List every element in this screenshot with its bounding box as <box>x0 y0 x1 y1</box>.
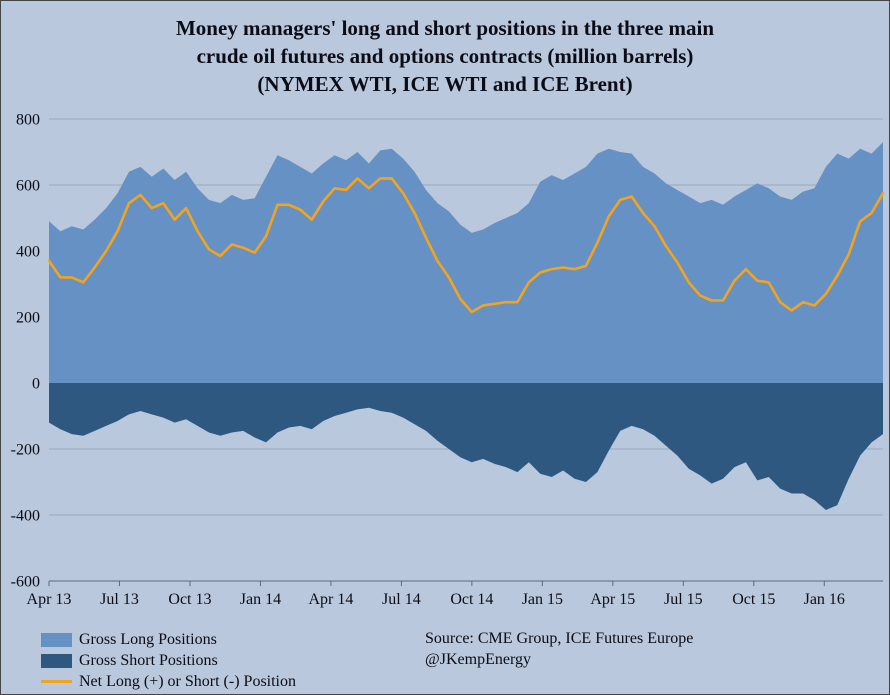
source-line1: Source: CME Group, ICE Futures Europe <box>425 630 694 647</box>
x-tick-label: Oct 15 <box>732 591 775 608</box>
x-tick-label: Oct 14 <box>450 591 493 608</box>
x-tick-label: Jan 14 <box>240 591 281 608</box>
gross-short-swatch <box>41 653 72 668</box>
x-tick-label: Jul 15 <box>664 591 703 608</box>
legend-label-gross-short: Gross Short Positions <box>79 651 218 669</box>
chart-title-line2: crude oil futures and options contracts … <box>196 44 694 68</box>
x-tick-label: Jul 13 <box>100 591 139 608</box>
chart-title: Money managers' long and short positions… <box>1 14 889 98</box>
net-position-swatch <box>41 680 72 683</box>
y-tick-label: 0 <box>32 376 40 393</box>
x-tick-label: Apr 15 <box>590 591 635 608</box>
y-tick-label: -600 <box>11 574 40 591</box>
legend-item-gross-long: Gross Long Positions <box>41 629 296 650</box>
x-tick-label: Apr 14 <box>308 591 353 608</box>
legend-label-net-position: Net Long (+) or Short (-) Position <box>79 672 296 690</box>
gross-short-area <box>49 383 883 511</box>
x-tick-label: Jul 14 <box>382 591 421 608</box>
y-tick-label: 600 <box>16 178 40 195</box>
gross-long-swatch <box>41 632 72 647</box>
source-attribution: Source: CME Group, ICE Futures Europe @J… <box>425 628 693 670</box>
y-tick-label: -400 <box>11 508 40 525</box>
legend-item-gross-short: Gross Short Positions <box>41 650 296 671</box>
legend: Gross Long Positions Gross Short Positio… <box>41 629 296 692</box>
x-tick-label: Jan 16 <box>804 591 845 608</box>
legend-label-gross-long: Gross Long Positions <box>79 630 217 648</box>
net-position-line <box>47 177 885 314</box>
legend-item-net-position: Net Long (+) or Short (-) Position <box>41 671 296 692</box>
y-tick-label: 200 <box>16 310 40 327</box>
x-tick-label: Oct 13 <box>168 591 211 608</box>
source-line2: @JKempEnergy <box>425 651 531 668</box>
y-tick-label: 400 <box>16 244 40 261</box>
x-tick-label: Apr 13 <box>27 591 72 608</box>
y-tick-label: -200 <box>11 442 40 459</box>
chart-title-line1: Money managers' long and short positions… <box>175 16 715 40</box>
gross-long-area <box>49 142 883 383</box>
y-tick-label: 800 <box>16 112 40 129</box>
x-tick-label: Jan 15 <box>522 591 563 608</box>
chart-title-line3: (NYMEX WTI, ICE WTI and ICE Brent) <box>257 72 633 96</box>
